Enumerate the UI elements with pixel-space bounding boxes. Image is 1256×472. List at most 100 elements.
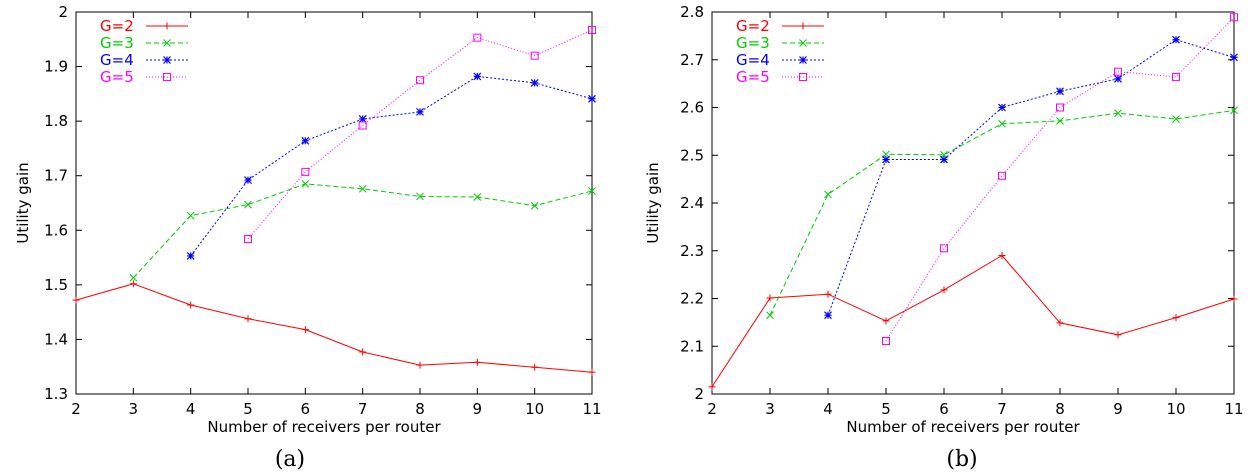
data-point — [588, 187, 596, 195]
data-point — [1056, 117, 1064, 125]
data-point — [766, 294, 774, 302]
data-point — [1056, 87, 1064, 96]
data-point — [473, 358, 481, 366]
chart-b-frame — [711, 11, 1235, 395]
x-tick-label: 5 — [243, 400, 253, 418]
data-point — [1114, 74, 1122, 83]
data-point — [799, 73, 807, 81]
data-point — [1114, 67, 1122, 76]
data-point — [186, 211, 195, 220]
data-point — [766, 311, 774, 320]
x-tick-label: 3 — [765, 400, 775, 418]
data-point — [163, 73, 171, 81]
data-point — [301, 180, 310, 188]
data-point — [530, 51, 539, 60]
data-point — [163, 56, 171, 64]
legend-label: G=3 — [100, 34, 134, 52]
data-point — [301, 167, 310, 176]
y-tick-label: 2.8 — [680, 3, 704, 21]
legend-label: G=4 — [100, 51, 134, 69]
data-point — [416, 76, 424, 85]
series-G3-chart-a — [129, 180, 596, 282]
chart-caption: (b) — [946, 447, 977, 472]
series-line — [247, 29, 593, 240]
data-point — [1172, 314, 1180, 322]
y-tick-label: 1.5 — [44, 276, 68, 294]
data-point — [882, 336, 890, 345]
x-tick-label: 10 — [1166, 400, 1185, 418]
data-point — [530, 79, 539, 87]
y-axis-label: Utility gain — [644, 162, 662, 243]
data-point — [998, 103, 1006, 112]
data-point — [824, 190, 832, 199]
data-point — [129, 280, 137, 288]
x-axis-label: Number of receivers per router — [846, 418, 1080, 436]
data-point — [588, 368, 596, 376]
data-point — [301, 136, 310, 145]
series-line — [827, 39, 1235, 316]
data-point — [301, 326, 309, 334]
data-point — [824, 311, 832, 320]
data-point — [1172, 72, 1180, 81]
legend-label: G=3 — [736, 34, 770, 52]
legend-label: G=5 — [736, 68, 770, 86]
x-tick-label: 11 — [582, 400, 601, 418]
data-point — [416, 192, 424, 201]
y-tick-label: 2.6 — [680, 99, 704, 117]
chart-b: 2 3 4 5 6 7 8 9 10 11 2 2.1 2.2 2.3 2.4 2.5 2.6 2.7 2.8 Num… — [644, 3, 1244, 472]
data-point — [1056, 319, 1064, 327]
data-point — [163, 39, 171, 47]
x-tick-label: 6 — [301, 400, 311, 418]
x-axis-label: Number of receivers per router — [207, 418, 441, 436]
data-point — [72, 296, 80, 304]
data-point — [940, 244, 948, 253]
y-tick-label: 1.4 — [44, 330, 68, 348]
data-point — [187, 301, 195, 309]
data-point — [473, 193, 482, 201]
y-tick-label: 2.7 — [680, 51, 704, 69]
y-tick-label: 2 — [694, 385, 704, 403]
data-point — [244, 176, 252, 185]
data-point — [1230, 53, 1238, 62]
series-G4-chart-b — [824, 35, 1238, 320]
x-tick-label: 5 — [881, 400, 891, 418]
x-tick-label: 2 — [71, 400, 81, 418]
series-G3-chart-b — [766, 106, 1238, 320]
data-point — [799, 56, 807, 64]
legend-label: G=5 — [100, 68, 134, 86]
legend-label: G=2 — [100, 17, 134, 35]
data-point — [882, 317, 890, 325]
data-point — [824, 290, 832, 298]
y-tick-label: 2.2 — [680, 290, 704, 308]
data-point — [244, 200, 252, 209]
x-tick-label: 8 — [1055, 400, 1065, 418]
x-tick-label: 2 — [707, 400, 717, 418]
data-point — [1056, 103, 1064, 112]
data-point — [1114, 331, 1122, 339]
x-tick-label: 6 — [939, 400, 949, 418]
x-tick-label: 7 — [358, 400, 368, 418]
data-point — [1172, 35, 1180, 44]
data-point — [358, 184, 367, 193]
data-point — [588, 26, 596, 35]
y-tick-label: 1.8 — [44, 112, 68, 130]
data-point — [416, 107, 424, 116]
data-point — [1230, 13, 1238, 22]
data-point — [799, 39, 807, 47]
y-tick-label: 2 — [58, 3, 68, 21]
y-tick-label: 2.3 — [680, 242, 704, 260]
data-point — [358, 115, 367, 123]
legend-label: G=4 — [736, 51, 770, 69]
series-G2-chart-a — [72, 280, 596, 376]
x-tick-label: 4 — [186, 400, 196, 418]
data-point — [1172, 115, 1180, 123]
data-point — [129, 273, 138, 282]
x-tick-label: 8 — [415, 400, 425, 418]
y-axis-label: Utility gain — [14, 162, 32, 243]
series-G4-chart-a — [186, 72, 596, 260]
data-point — [358, 121, 367, 130]
x-tick-label: 10 — [525, 400, 544, 418]
data-point — [940, 155, 948, 164]
data-point — [998, 171, 1006, 180]
